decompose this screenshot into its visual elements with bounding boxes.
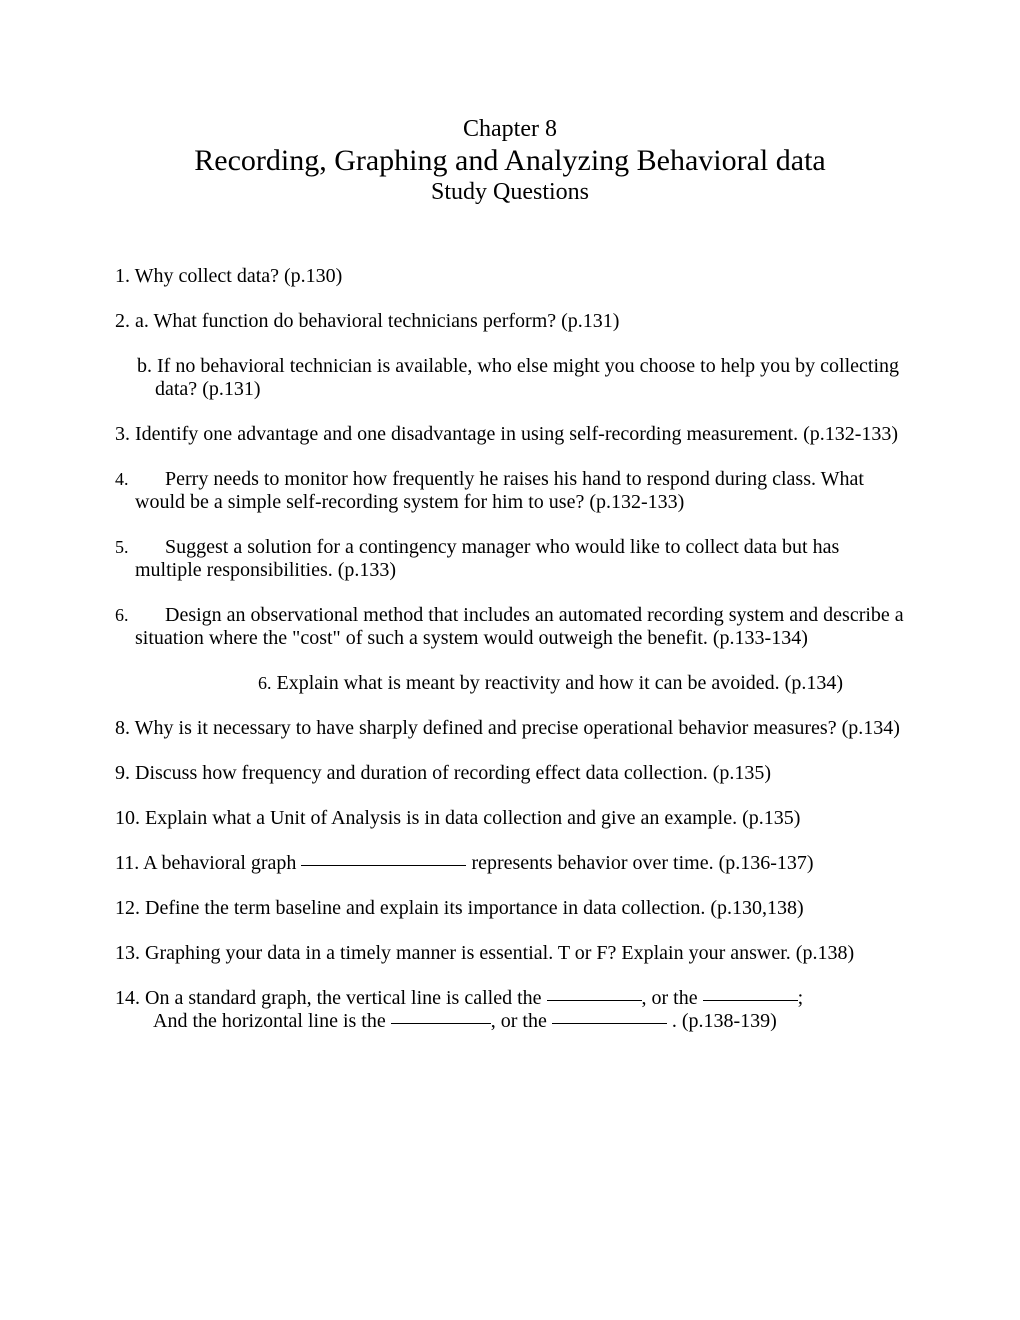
question-line-2: And the horizontal line is the , or the …: [115, 1010, 905, 1033]
question-3: 3. Identify one advantage and one disadv…: [115, 423, 905, 446]
question-text: 9. Discuss how frequency and duration of…: [115, 762, 905, 785]
question-number: 6.: [258, 673, 272, 693]
question-text-c: . (p.138-139): [667, 1010, 777, 1032]
question-1: 1. Why collect data? (p.130): [115, 265, 905, 288]
question-6: 6.Design an observational method that in…: [115, 604, 905, 650]
document-subtitle: Study Questions: [115, 178, 905, 207]
question-text-b: , or the: [642, 987, 703, 1009]
fill-blank: [552, 1023, 667, 1024]
question-text: 1. Why collect data? (p.130): [115, 265, 905, 288]
question-10: 10. Explain what a Unit of Analysis is i…: [115, 807, 905, 830]
question-text: Design an observational method that incl…: [135, 604, 904, 649]
question-8: 8. Why is it necessary to have sharply d…: [115, 717, 905, 740]
question-number: 5.: [115, 537, 165, 558]
question-text-a: And the horizontal line is the: [153, 1010, 391, 1032]
fill-blank: [391, 1023, 491, 1024]
question-text: 3. Identify one advantage and one disadv…: [115, 423, 898, 445]
question-sub-b: b. If no behavioral technician is availa…: [115, 355, 905, 401]
fill-blank: [301, 865, 466, 866]
question-text-a: 11. A behavioral graph: [115, 852, 301, 874]
question-line-1: 14. On a standard graph, the vertical li…: [115, 987, 905, 1010]
question-text: 12. Define the term baseline and explain…: [115, 897, 905, 920]
chapter-label: Chapter 8: [115, 115, 905, 144]
question-5: 5.Suggest a solution for a contingency m…: [115, 536, 905, 582]
question-text: 2. a. What function do behavioral techni…: [115, 310, 905, 333]
question-13: 13. Graphing your data in a timely manne…: [115, 942, 905, 965]
document-header: Chapter 8 Recording, Graphing and Analyz…: [115, 115, 905, 207]
questions-list: 1. Why collect data? (p.130) 2. a. What …: [115, 265, 905, 1033]
question-text: Suggest a solution for a contingency man…: [135, 536, 839, 581]
question-text-a: 14. On a standard graph, the vertical li…: [115, 987, 547, 1009]
question-9: 9. Discuss how frequency and duration of…: [115, 762, 905, 785]
question-text-b: represents behavior over time. (p.136-13…: [466, 852, 813, 874]
question-7: 6. Explain what is meant by reactivity a…: [115, 672, 905, 695]
question-text: 8. Why is it necessary to have sharply d…: [115, 717, 900, 739]
question-2: 2. a. What function do behavioral techni…: [115, 310, 905, 401]
question-text: 10. Explain what a Unit of Analysis is i…: [115, 807, 905, 830]
question-number: 6.: [115, 605, 165, 626]
question-text: 13. Graphing your data in a timely manne…: [115, 942, 905, 965]
document-title: Recording, Graphing and Analyzing Behavi…: [115, 144, 905, 179]
fill-blank: [703, 1000, 798, 1001]
question-text: Explain what is meant by reactivity and …: [272, 672, 844, 694]
question-11: 11. A behavioral graph represents behavi…: [115, 852, 905, 875]
question-12: 12. Define the term baseline and explain…: [115, 897, 905, 920]
question-text-c: ;: [798, 987, 804, 1009]
question-4: 4.Perry needs to monitor how frequently …: [115, 468, 905, 514]
question-14: 14. On a standard graph, the vertical li…: [115, 987, 905, 1033]
question-number: 4.: [115, 469, 165, 490]
question-text-b: , or the: [491, 1010, 552, 1032]
fill-blank: [547, 1000, 642, 1001]
question-text: Perry needs to monitor how frequently he…: [135, 468, 864, 513]
